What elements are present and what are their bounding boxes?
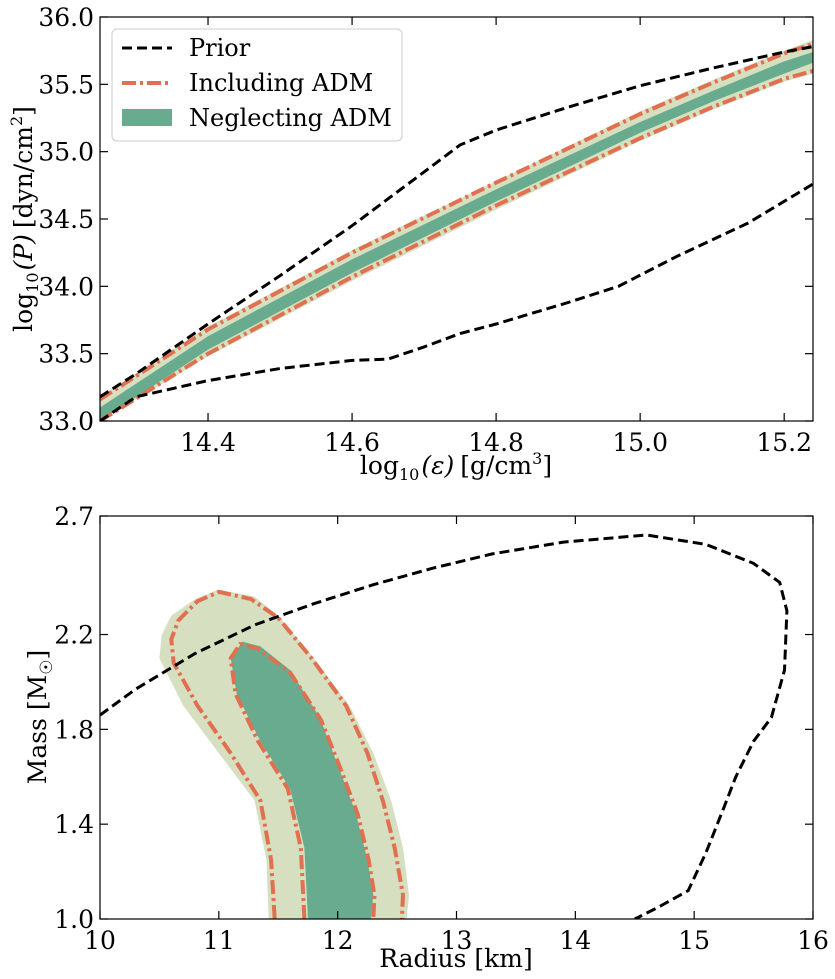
y-tick-label: 2.2: [54, 621, 94, 650]
eos-x-axis-label: log10(ε) [g/cm3]: [360, 449, 552, 484]
eos-plot-area: [100, 39, 813, 421]
y-tick-label: 33.5: [38, 340, 94, 369]
y-tick-label: 33.0: [38, 407, 94, 436]
mr-neglecting-region: [230, 641, 374, 919]
x-tick-label: 15: [678, 926, 710, 955]
x-tick-label: 11: [203, 926, 235, 955]
eos-y-axis-label: log10(P)[dyn/cm2]: [7, 106, 42, 332]
y-tick-label: 1.8: [54, 715, 94, 744]
x-tick-label: 14.8: [468, 428, 524, 457]
mr-including-inner: [228, 641, 377, 919]
y-tick-label: 36.0: [38, 3, 94, 32]
mass-radius-panel: 10 11 12 13 14 15 16 1.0 1.4 1.8 2.2 2.7 Radius [km…: [23, 502, 829, 973]
x-tick-label: 10: [84, 926, 116, 955]
y-tick-label: 35.0: [38, 138, 94, 167]
x-tick-label: 15.0: [612, 428, 668, 457]
x-tick-label: 15.2: [756, 428, 812, 457]
eos-panel: 14.4 14.6 14.8 15.0 15.2 33.0 33.5 34.0 34.5 35.0…: [7, 3, 814, 484]
y-tick-label: 34.0: [38, 272, 94, 301]
legend-prior-label: Prior: [189, 34, 251, 62]
eos-including-lower: [100, 68, 813, 421]
legend-box: [111, 28, 403, 142]
x-tick-label: 14: [559, 926, 591, 955]
mr-x-axis-label: Radius [km]: [379, 944, 533, 973]
mr-y-axis-label: Mass [M☉]: [23, 650, 57, 784]
mr-including-outer: [169, 589, 406, 919]
y-tick-label: 34.5: [38, 205, 94, 234]
x-tick-label: 16: [797, 926, 829, 955]
y-tick-label: 35.5: [38, 70, 94, 99]
x-tick-label: 12: [322, 926, 354, 955]
legend-including-label: Including ADM: [189, 69, 373, 97]
eos-neglecting-band: [100, 52, 813, 421]
legend: Prior Including ADM Neglecting ADM: [111, 28, 403, 142]
y-tick-label: 1.4: [54, 810, 94, 839]
mr-prior-contour: [100, 533, 789, 919]
x-tick-label: 13: [441, 926, 473, 955]
y-tick-label: 2.7: [54, 502, 94, 531]
legend-neglecting-swatch: [122, 109, 172, 126]
eos-prior-lower: [100, 182, 813, 421]
eos-prior-upper: [100, 45, 813, 399]
eos-including-upper: [100, 42, 813, 402]
eos-ticks: 14.4 14.6 14.8 15.0 15.2 33.0 33.5 34.0 34.5 35.0…: [38, 3, 813, 457]
mass-radius-ticks: 10 11 12 13 14 15 16 1.0 1.4 1.8 2.2 2.7: [54, 502, 829, 955]
mass-radius-plot-area: [100, 533, 789, 919]
x-tick-label: 14.4: [180, 428, 236, 457]
x-tick-label: 14.6: [324, 428, 380, 457]
y-tick-label: 1.0: [54, 905, 94, 934]
legend-neglecting-label: Neglecting ADM: [189, 104, 392, 132]
